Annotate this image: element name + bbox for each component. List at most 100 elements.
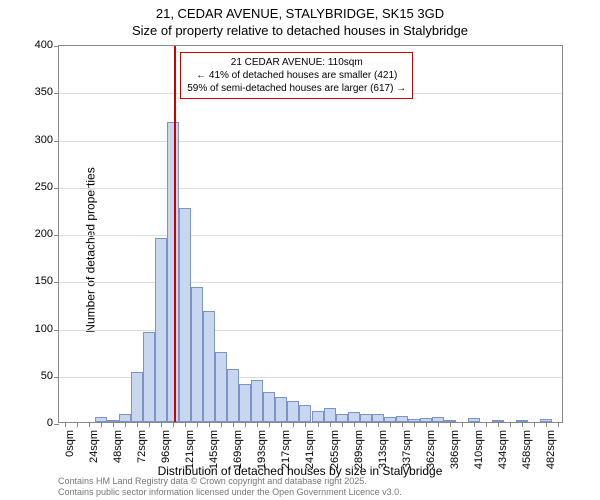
x-tick-mark <box>318 422 319 427</box>
x-tick-label: 313sqm <box>377 430 389 472</box>
y-tick-mark <box>54 141 59 142</box>
annotation-box: 21 CEDAR AVENUE: 110sqm ← 41% of detache… <box>180 52 413 99</box>
x-tick-label: 193sqm <box>256 430 268 472</box>
histogram-bar <box>167 122 179 422</box>
y-tick-label: 200 <box>35 228 53 240</box>
x-tick-mark <box>281 422 282 427</box>
x-tick-mark <box>221 422 222 427</box>
y-tick-label: 300 <box>35 134 53 146</box>
x-tick-mark <box>245 422 246 427</box>
histogram-bar <box>360 414 372 422</box>
histogram-bar <box>191 287 203 422</box>
x-tick-mark <box>197 422 198 427</box>
y-tick-label: 100 <box>35 323 53 335</box>
x-tick-label: 169sqm <box>232 430 244 472</box>
x-tick-label: 241sqm <box>304 430 316 472</box>
grid-line <box>59 330 562 331</box>
x-tick-mark <box>89 422 90 427</box>
x-tick-mark <box>402 422 403 427</box>
histogram-bar <box>203 311 215 423</box>
y-tick-label: 250 <box>35 181 53 193</box>
histogram-bar <box>239 384 251 422</box>
x-tick-mark <box>534 422 535 427</box>
x-tick-mark <box>366 422 367 427</box>
x-tick-mark <box>522 422 523 427</box>
x-tick-mark <box>330 422 331 427</box>
x-tick-mark <box>173 422 174 427</box>
x-tick-mark <box>137 422 138 427</box>
annotation-line1: 21 CEDAR AVENUE: 110sqm <box>187 56 406 69</box>
x-tick-label: 265sqm <box>329 430 341 472</box>
histogram-bar <box>227 369 239 422</box>
footer-line2: Contains public sector information licen… <box>58 487 402 498</box>
x-tick-label: 96sqm <box>160 430 172 472</box>
grid-line <box>59 188 562 189</box>
x-tick-mark <box>101 422 102 427</box>
footer-line1: Contains HM Land Registry data © Crown c… <box>58 476 402 487</box>
x-tick-mark <box>486 422 487 427</box>
y-tick-mark <box>54 93 59 94</box>
x-tick-mark <box>257 422 258 427</box>
histogram-bar <box>348 412 360 422</box>
x-tick-mark <box>65 422 66 427</box>
x-tick-mark <box>378 422 379 427</box>
x-tick-mark <box>474 422 475 427</box>
histogram-bar <box>215 352 227 422</box>
x-tick-mark <box>426 422 427 427</box>
x-tick-label: 386sqm <box>449 430 461 472</box>
y-tick-label: 350 <box>35 86 53 98</box>
x-tick-mark <box>390 422 391 427</box>
annotation-line2: ← 41% of detached houses are smaller (42… <box>187 69 406 82</box>
y-tick-mark <box>54 235 59 236</box>
x-tick-label: 48sqm <box>112 430 124 472</box>
grid-line <box>59 282 562 283</box>
histogram-bar <box>299 405 311 422</box>
footer-text: Contains HM Land Registry data © Crown c… <box>58 476 402 498</box>
y-tick-mark <box>54 188 59 189</box>
title-sub: Size of property relative to detached ho… <box>0 21 600 43</box>
y-tick-mark <box>54 46 59 47</box>
x-tick-mark <box>161 422 162 427</box>
x-tick-mark <box>462 422 463 427</box>
x-tick-mark <box>414 422 415 427</box>
x-tick-mark <box>185 422 186 427</box>
y-tick-mark <box>54 330 59 331</box>
x-tick-mark <box>209 422 210 427</box>
marker-line <box>174 46 176 422</box>
x-tick-mark <box>546 422 547 427</box>
histogram-bar <box>251 380 263 422</box>
x-tick-mark <box>498 422 499 427</box>
x-tick-mark <box>125 422 126 427</box>
y-tick-mark <box>54 282 59 283</box>
x-tick-mark <box>113 422 114 427</box>
y-tick-mark <box>54 377 59 378</box>
x-tick-mark <box>450 422 451 427</box>
histogram-bar <box>155 238 167 422</box>
grid-line <box>59 141 562 142</box>
y-tick-label: 400 <box>35 39 53 51</box>
histogram-bar <box>372 414 384 423</box>
x-tick-mark <box>438 422 439 427</box>
x-tick-label: 289sqm <box>353 430 365 472</box>
histogram-bar <box>131 372 143 422</box>
x-tick-mark <box>77 422 78 427</box>
x-tick-mark <box>342 422 343 427</box>
histogram-bar <box>336 414 348 423</box>
histogram-bar <box>119 414 131 422</box>
x-tick-label: 337sqm <box>401 430 413 472</box>
x-tick-label: 482sqm <box>545 430 557 472</box>
histogram-bar <box>275 397 287 423</box>
x-tick-mark <box>354 422 355 427</box>
x-tick-label: 0sqm <box>64 430 76 472</box>
x-tick-label: 458sqm <box>521 430 533 472</box>
x-tick-label: 121sqm <box>184 430 196 472</box>
histogram-bar <box>324 408 336 422</box>
histogram-bar <box>179 208 191 423</box>
histogram-bar <box>312 411 324 422</box>
x-tick-mark <box>149 422 150 427</box>
x-tick-mark <box>558 422 559 427</box>
x-tick-label: 410sqm <box>473 430 485 472</box>
x-tick-mark <box>269 422 270 427</box>
y-tick-label: 50 <box>41 370 53 382</box>
x-tick-label: 145sqm <box>208 430 220 472</box>
